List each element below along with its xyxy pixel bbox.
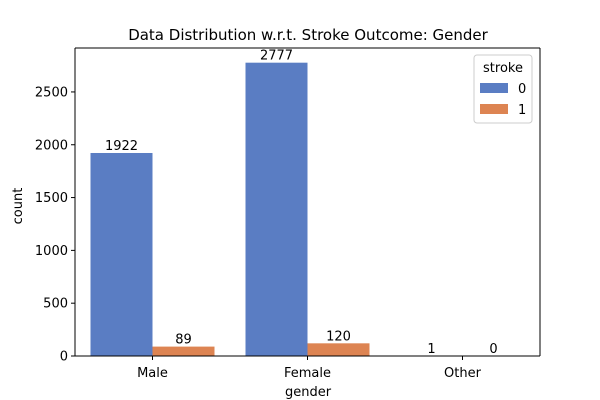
data-label: 1922: [105, 139, 138, 154]
y-tick-label: 2500: [35, 85, 68, 100]
data-label: 89: [175, 333, 192, 348]
legend: stroke 0 1: [473, 54, 533, 124]
x-axis-label: gender: [285, 385, 332, 400]
y-tick-label: 1500: [35, 191, 68, 206]
data-label: 1: [427, 342, 435, 357]
data-label: 2777: [260, 49, 293, 64]
data-label: 0: [489, 342, 497, 357]
x-tick-label: Female: [284, 366, 331, 381]
y-axis-label: count: [11, 188, 26, 225]
bar-male-stroke-1: [152, 346, 215, 356]
data-label: 120: [326, 329, 351, 344]
legend-swatch-1: [480, 104, 508, 114]
x-tick-label: Male: [137, 366, 168, 381]
legend-label-0: 0: [518, 82, 526, 97]
bar-female-stroke-1: [307, 343, 370, 356]
y-tick-label: 2000: [35, 138, 68, 153]
legend-title: stroke: [483, 61, 523, 76]
y-tick-label: 0: [60, 350, 68, 365]
y-tick-label: 1000: [35, 244, 68, 259]
legend-swatch-0: [480, 83, 508, 93]
legend-label-1: 1: [518, 103, 526, 118]
bar-male-stroke-0: [90, 152, 153, 356]
y-tick-label: 500: [43, 297, 68, 312]
chart-title: Data Distribution w.r.t. Stroke Outcome:…: [128, 26, 488, 44]
x-tick-label: Other: [444, 366, 482, 381]
bar-female-stroke-0: [245, 62, 308, 356]
